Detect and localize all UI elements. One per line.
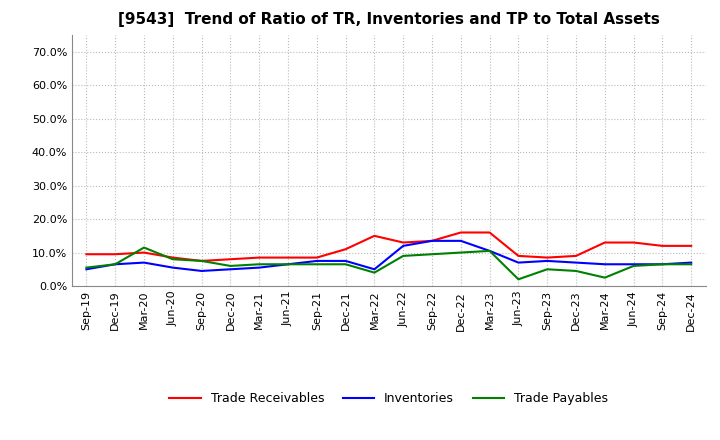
- Inventories: [485, 248, 494, 253]
- Trade Payables: [543, 267, 552, 272]
- Inventories: [226, 267, 235, 272]
- Trade Payables: [658, 262, 667, 267]
- Inventories: [284, 262, 292, 267]
- Trade Payables: [140, 245, 148, 250]
- Trade Payables: [226, 263, 235, 268]
- Inventories: [600, 262, 609, 267]
- Trade Payables: [600, 275, 609, 280]
- Inventories: [111, 262, 120, 267]
- Trade Receivables: [572, 253, 580, 259]
- Trade Receivables: [111, 252, 120, 257]
- Trade Receivables: [543, 255, 552, 260]
- Trade Payables: [485, 248, 494, 253]
- Trade Payables: [399, 253, 408, 259]
- Trade Receivables: [600, 240, 609, 245]
- Trade Payables: [687, 262, 696, 267]
- Trade Receivables: [514, 253, 523, 259]
- Trade Receivables: [168, 255, 177, 260]
- Trade Receivables: [399, 240, 408, 245]
- Inventories: [658, 262, 667, 267]
- Inventories: [428, 238, 436, 243]
- Inventories: [255, 265, 264, 270]
- Trade Payables: [572, 268, 580, 274]
- Trade Payables: [629, 263, 638, 268]
- Trade Receivables: [82, 252, 91, 257]
- Trade Payables: [82, 265, 91, 270]
- Trade Receivables: [456, 230, 465, 235]
- Trade Receivables: [428, 238, 436, 243]
- Inventories: [168, 265, 177, 270]
- Trade Receivables: [255, 255, 264, 260]
- Trade Payables: [111, 262, 120, 267]
- Inventories: [82, 267, 91, 272]
- Trade Payables: [197, 258, 206, 264]
- Trade Payables: [370, 270, 379, 275]
- Inventories: [456, 238, 465, 243]
- Inventories: [687, 260, 696, 265]
- Trade Receivables: [226, 257, 235, 262]
- Trade Receivables: [312, 255, 321, 260]
- Inventories: [312, 258, 321, 264]
- Trade Receivables: [341, 246, 350, 252]
- Line: Trade Payables: Trade Payables: [86, 248, 691, 279]
- Trade Receivables: [370, 233, 379, 238]
- Trade Receivables: [687, 243, 696, 249]
- Inventories: [370, 267, 379, 272]
- Trade Receivables: [658, 243, 667, 249]
- Trade Payables: [255, 262, 264, 267]
- Inventories: [629, 262, 638, 267]
- Inventories: [197, 268, 206, 274]
- Trade Receivables: [629, 240, 638, 245]
- Trade Receivables: [197, 258, 206, 264]
- Trade Payables: [456, 250, 465, 255]
- Title: [9543]  Trend of Ratio of TR, Inventories and TP to Total Assets: [9543] Trend of Ratio of TR, Inventories…: [118, 12, 660, 27]
- Line: Inventories: Inventories: [86, 241, 691, 271]
- Inventories: [572, 260, 580, 265]
- Inventories: [543, 258, 552, 264]
- Inventories: [514, 260, 523, 265]
- Inventories: [399, 243, 408, 249]
- Trade Payables: [284, 262, 292, 267]
- Trade Payables: [428, 252, 436, 257]
- Trade Payables: [514, 277, 523, 282]
- Trade Payables: [341, 262, 350, 267]
- Trade Payables: [312, 262, 321, 267]
- Legend: Trade Receivables, Inventories, Trade Payables: Trade Receivables, Inventories, Trade Pa…: [164, 387, 613, 410]
- Inventories: [341, 258, 350, 264]
- Trade Receivables: [140, 250, 148, 255]
- Trade Payables: [168, 257, 177, 262]
- Trade Receivables: [485, 230, 494, 235]
- Line: Trade Receivables: Trade Receivables: [86, 232, 691, 261]
- Inventories: [140, 260, 148, 265]
- Trade Receivables: [284, 255, 292, 260]
